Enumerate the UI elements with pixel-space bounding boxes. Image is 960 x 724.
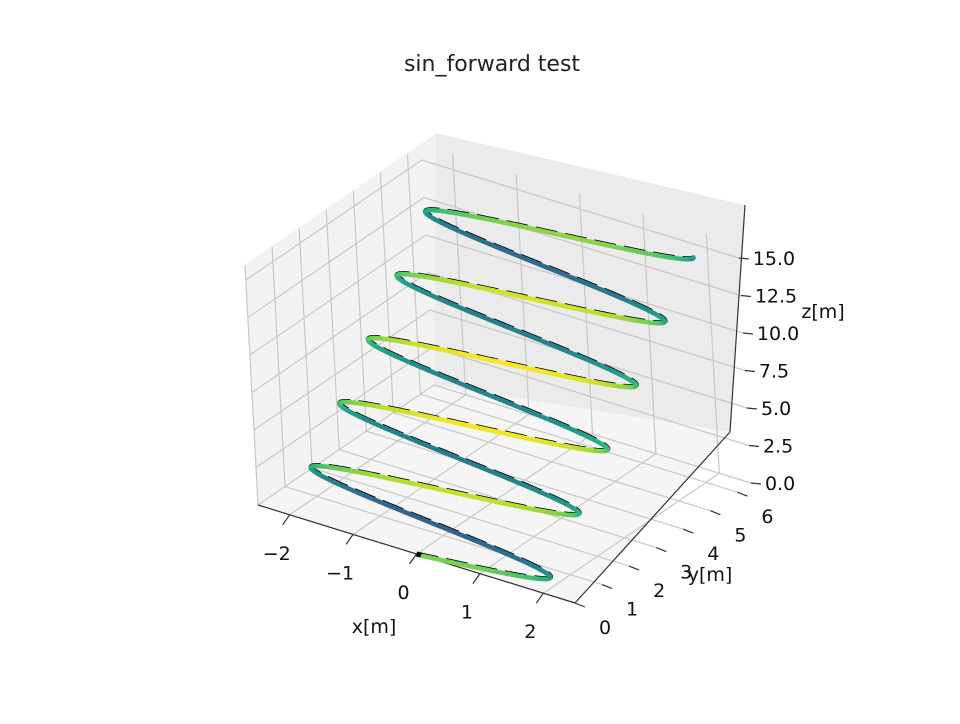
x-axis-label: x[m] [352,616,397,638]
y-tick-mark [656,548,666,552]
y-tick-label: 0 [599,617,611,639]
x-tick-label: 2 [524,621,536,643]
z-tick-label: 7.5 [759,361,789,383]
z-tick-label: 12.5 [755,286,797,308]
z-tick-mark [743,333,753,334]
y-tick-label: 5 [734,525,746,547]
y-tick-mark [629,566,639,570]
x-tick-mark [410,554,417,564]
chart-title: sin_forward test [0,52,960,77]
z-tick-mark [749,446,759,447]
y-tick-mark [710,511,720,515]
z-tick-mark [751,483,761,484]
z-tick-label: 5.0 [761,398,791,420]
y-tick-label: 1 [626,599,638,621]
x-tick-mark [473,574,480,584]
y-tick-mark [602,585,612,589]
y-tick-label: 6 [761,506,773,528]
y-tick-label: 2 [653,580,665,602]
x-tick-mark [346,534,353,544]
z-tick-label: 2.5 [763,436,793,458]
x-tick-label: 0 [397,582,409,604]
y-tick-mark [683,529,693,533]
x-tick-label: 1 [461,602,473,624]
x-tick-mark [283,515,290,525]
axis-panes [245,133,745,603]
z-tick-label: 0.0 [765,473,795,495]
y-tick-label: 4 [707,543,719,565]
x-tick-label: −2 [263,543,291,565]
y-axis-label: y[m] [688,564,733,586]
y-tick-mark [575,603,585,607]
z-tick-label: 10.0 [757,323,799,345]
x-tick-label: −1 [326,562,354,584]
y-tick-mark [737,492,747,496]
z-tick-mark [741,296,751,297]
z-tick-mark [745,371,755,372]
z-tick-label: 15.0 [753,248,795,270]
x-tick-mark [536,593,543,603]
y-tick-label: 3 [680,562,692,584]
z-tick-mark [747,408,757,409]
z-axis-label: z[m] [801,301,844,323]
